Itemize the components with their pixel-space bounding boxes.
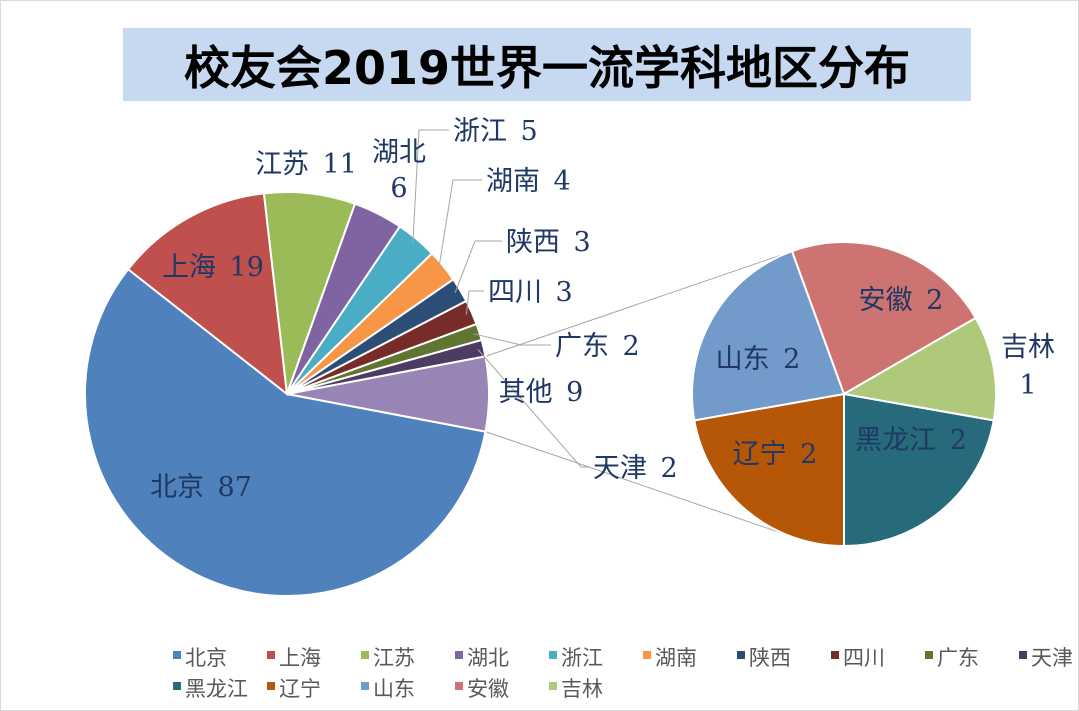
data-label-e6b19fe88b8f: 江苏 11 — [255, 149, 357, 180]
slice-e5b1b1e4b89c — [691, 249, 846, 422]
legend-swatch-e59089e69e97 — [549, 682, 557, 690]
legend-label-e4b88ae6b5b7: 上海 — [279, 646, 321, 670]
legend-swatch-e6b19fe88b8f — [361, 651, 369, 659]
data-label-value-e59089e69e97: 1 — [1019, 370, 1036, 401]
legend-label-e5a4a9e6b4a5: 天津 — [1031, 646, 1073, 670]
data-label-e4b88ae6b5b7: 上海 19 — [162, 252, 264, 283]
legend-label-e6b19fe88b8f: 江苏 — [373, 646, 415, 670]
data-label-e5b1b1e4b89c: 山东 2 — [716, 344, 801, 375]
data-label-e59b9be5b79d: 四川 3 — [488, 277, 573, 308]
data-labels: 北京 87 上海 19 江苏 11 湖北 6 浙江 5 湖南 4 陕西 3 四川 3 广东 2 天津… — [150, 116, 1055, 503]
data-label-e6b996e58d97: 湖南 4 — [486, 166, 571, 197]
legend-swatch-e9bb91e9be99e6b19f — [173, 682, 181, 690]
legend-swatch-e6b996e58d97 — [643, 651, 651, 659]
legend-swatch-e59b9be5b79d — [831, 651, 839, 659]
leader-line-e6b996e58d97 — [438, 179, 482, 270]
slice-e58c97e4baac — [84, 267, 487, 597]
legend-label-e6b996e58d97: 湖南 — [655, 646, 697, 670]
legend-swatch-e58c97e4baac — [173, 651, 181, 659]
legend-label-e99995e8a5bf: 陕西 — [749, 646, 791, 670]
leader-line-e59b9be5b79d — [465, 290, 484, 315]
data-label-e6b599e6b19f: 浙江 5 — [453, 116, 538, 147]
chart-title-background — [123, 28, 971, 101]
chart-title: 校友会2019世界一流学科地区分布 — [184, 41, 910, 95]
leader-line-e99995e8a5bf — [454, 240, 502, 294]
legend-swatch-e4b88ae6b5b7 — [267, 651, 275, 659]
legend-label-e9bb91e9be99e6b19f: 黑龙江 — [185, 677, 248, 701]
data-label-e99995e8a5bf: 陕西 3 — [506, 227, 591, 258]
legend-swatch-e6b599e6b19f — [549, 651, 557, 659]
leader-line-e5b9bfe4b89c — [473, 333, 551, 346]
legend-label-e6b599e6b19f: 浙江 — [561, 646, 603, 670]
data-label-name-e59089e69e97: 吉林 — [1001, 332, 1055, 363]
data-label-name-e6b996e58c97: 湖北 — [372, 137, 426, 168]
legend-swatch-e5ae89e5bebd — [455, 682, 463, 690]
legend-label-e5b1b1e4b89c: 山东 — [373, 677, 415, 701]
data-label-e8bebde5ae81: 辽宁 2 — [733, 439, 818, 470]
leader-line-e5a4a9e6b4a5 — [477, 349, 589, 468]
legend-swatch-e5a4a9e6b4a5 — [1019, 651, 1027, 659]
slice-e5ae89e5bebd — [790, 241, 978, 396]
legend-swatch-e5b9bfe4b89c — [925, 651, 933, 659]
legend-label-e5ae89e5bebd: 安徽 — [467, 677, 509, 701]
connector-line-top — [485, 251, 791, 357]
data-label-e9bb91e9be99e6b19f: 黑龙江 2 — [855, 425, 967, 456]
slice-e9bb91e9be99e6b19f — [843, 392, 995, 548]
legend-label-e6b996e58c97: 湖北 — [467, 646, 509, 670]
legend-swatch-e6b996e58c97 — [455, 651, 463, 659]
slice-e4b88ae6b5b7 — [126, 192, 289, 397]
data-label-e5b9bfe4b89c: 广东 2 — [555, 331, 640, 362]
legend-label-e59089e69e97: 吉林 — [561, 677, 603, 701]
data-label-e5a4a9e6b4a5: 天津 2 — [593, 453, 678, 484]
legend-label-e59b9be5b79d: 四川 — [843, 646, 885, 670]
slice-e585b6e4bb96 — [286, 355, 490, 433]
secondary-pie — [691, 241, 997, 548]
data-label-e585b6e4bb96: 其他 9 — [499, 377, 584, 408]
slice-e8bebde5ae81 — [693, 392, 845, 548]
legend-swatch-e99995e8a5bf — [737, 651, 745, 659]
connector-line-bottom — [485, 431, 791, 537]
leader-line-e6b599e6b19f — [412, 129, 449, 244]
data-label-e5ae89e5bebd: 安徽 2 — [859, 285, 944, 316]
main-pie — [84, 191, 490, 597]
legend-swatch-e8bebde5ae81 — [267, 682, 275, 690]
connector-lines — [485, 251, 791, 537]
legend-label-e58c97e4baac: 北京 — [185, 646, 227, 670]
legend-label-e5b9bfe4b89c: 广东 — [937, 646, 979, 670]
legend-swatch-e5b1b1e4b89c — [361, 682, 369, 690]
data-label-value-e6b996e58c97: 6 — [390, 173, 407, 204]
legend-label-e8bebde5ae81: 辽宁 — [279, 677, 321, 701]
data-label-e58c97e4baac: 北京 87 — [150, 472, 252, 503]
leader-lines — [412, 129, 589, 468]
slice-e59089e69e97 — [841, 316, 997, 422]
